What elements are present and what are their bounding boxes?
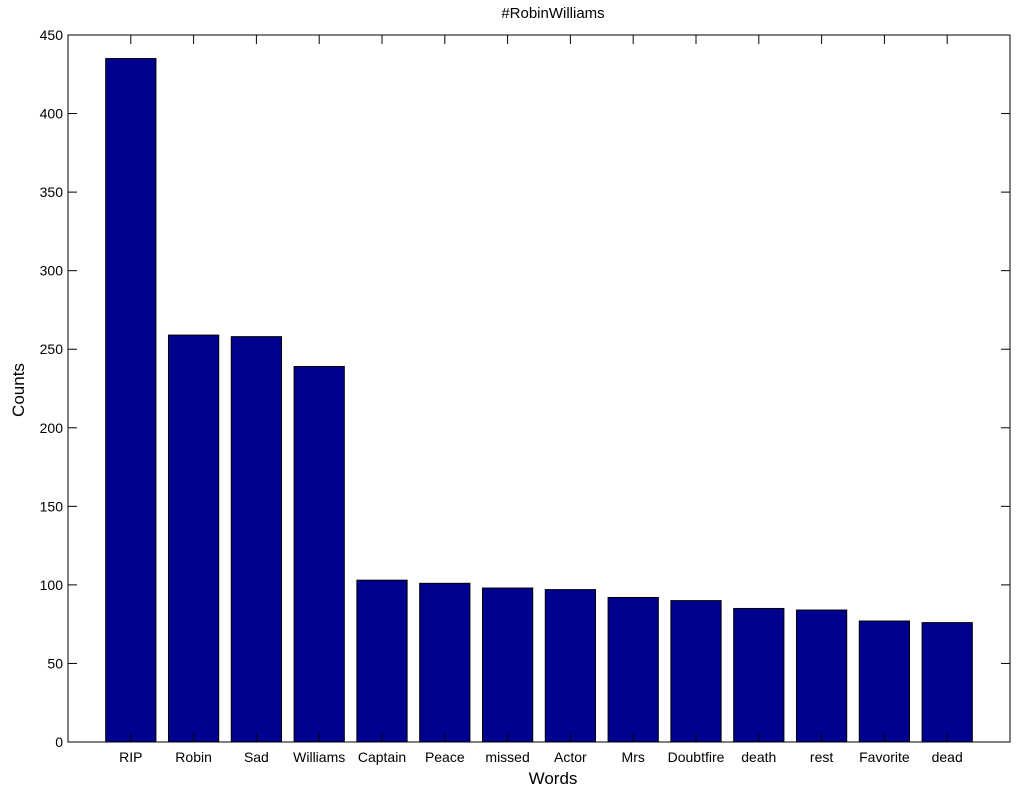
y-tick-label: 150 <box>40 498 64 514</box>
y-tick-label: 200 <box>40 420 64 436</box>
x-tick-label: Favorite <box>859 749 910 765</box>
x-tick-label: Mrs <box>622 749 645 765</box>
y-tick-label: 300 <box>40 263 64 279</box>
bar-dead <box>921 622 973 743</box>
x-tick-label: Captain <box>358 749 406 765</box>
x-tick-label: Actor <box>554 749 587 765</box>
bar-actor <box>544 589 597 743</box>
bar-robin <box>167 334 220 743</box>
bar-favorite <box>858 620 911 743</box>
chart-title: #RobinWilliams <box>501 5 604 22</box>
x-axis-label: Words <box>529 769 578 788</box>
bar-mrs <box>607 596 659 743</box>
y-tick-label: 0 <box>55 734 63 750</box>
x-tick-label: Peace <box>425 749 465 765</box>
bar-death <box>733 607 785 743</box>
x-tick-label: RIP <box>119 749 142 765</box>
bar-missed <box>481 587 534 743</box>
x-tick-label: missed <box>485 749 529 765</box>
y-tick-label: 400 <box>40 106 64 122</box>
x-tick-label: Robin <box>175 749 212 765</box>
y-tick-label: 250 <box>40 341 64 357</box>
y-tick-label: 350 <box>40 184 64 200</box>
y-tick-label: 450 <box>40 27 64 43</box>
x-tick-label: dead <box>932 749 963 765</box>
bar-doubtfire <box>670 600 722 743</box>
bar-sad <box>230 336 283 743</box>
x-tick-label: Sad <box>244 749 269 765</box>
bar-williams <box>293 366 345 743</box>
y-axis-label: Counts <box>9 363 28 417</box>
x-tick-label: Williams <box>293 749 345 765</box>
x-tick-label: death <box>741 749 776 765</box>
bar-rest <box>795 609 848 743</box>
bars-layer <box>105 58 973 743</box>
x-tick-label: rest <box>810 749 833 765</box>
bar-captain <box>356 579 408 743</box>
x-tick-label: Doubtfire <box>668 749 725 765</box>
bar-peace <box>419 582 471 743</box>
y-tick-label: 50 <box>47 655 63 671</box>
axes-layer: 0 50 100 150 200 250 300 350 400 450 RIP Robin Sad Wi… <box>40 27 1011 765</box>
axes-box <box>67 34 1011 743</box>
bar-rip <box>105 58 157 743</box>
y-tick-label: 100 <box>40 577 64 593</box>
